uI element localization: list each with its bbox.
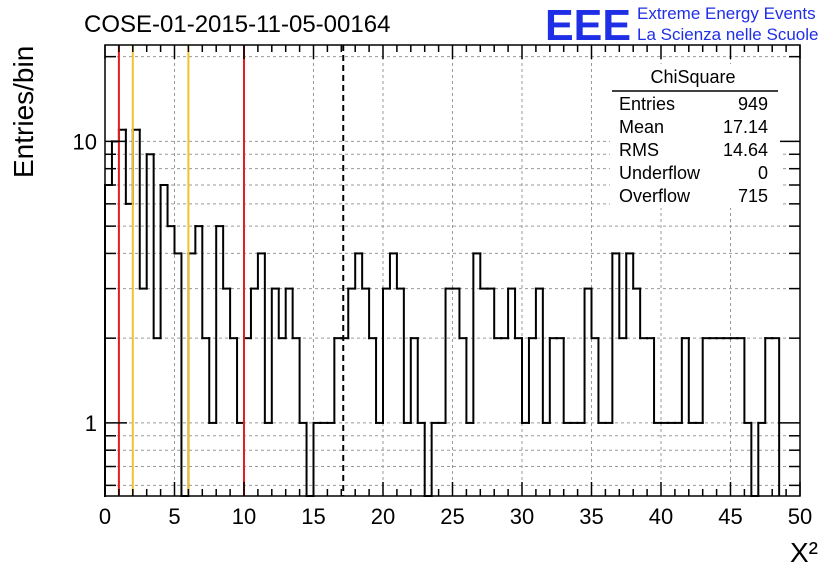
- stats-row-label: Mean: [619, 117, 664, 137]
- stats-box: ChiSquare Entries 949 Mean 17.14 RMS 14.64 Und…: [610, 64, 780, 208]
- y-axis-title: Entries/bin: [8, 46, 39, 178]
- marker-lines-layer: [117, 45, 345, 496]
- stats-rows: Entries 949 Mean 17.14 RMS 14.64 Underflow 0 Ove…: [619, 94, 768, 206]
- y-tick-labels: 1 10: [73, 129, 97, 436]
- x-axis-title: X²: [790, 537, 818, 568]
- stats-row-value: 14.64: [723, 140, 768, 160]
- x-tick-label: 50: [788, 504, 812, 529]
- x-tick-label: 35: [579, 504, 603, 529]
- axis-ticks-layer: [104, 45, 801, 496]
- x-tick-label: 25: [440, 504, 464, 529]
- stats-title: ChiSquare: [650, 67, 735, 87]
- x-tick-labels: 0 5 10 15 20 25 30 35 40 45 50: [99, 504, 812, 529]
- x-tick-label: 30: [510, 504, 534, 529]
- logo-line-2: La Scienza nelle Scuole: [637, 25, 818, 44]
- eee-logo: EEE: [545, 1, 631, 50]
- stats-row-value: 715: [738, 186, 768, 206]
- y-tick-label: 1: [85, 411, 97, 436]
- x-tick-label: 10: [232, 504, 256, 529]
- stats-row-label: Underflow: [619, 163, 701, 183]
- logo-line-1: Extreme Energy Events: [637, 4, 816, 23]
- x-tick-label: 40: [649, 504, 673, 529]
- stats-row-value: 949: [738, 94, 768, 114]
- chart-title: COSE-01-2015-11-05-00164: [84, 11, 390, 38]
- stats-row-label: Entries: [619, 94, 675, 114]
- stats-row-value: 17.14: [723, 117, 768, 137]
- grid-layer: [105, 45, 800, 496]
- x-tick-label: 0: [99, 504, 111, 529]
- x-tick-label: 15: [301, 504, 325, 529]
- stats-row-label: Overflow: [619, 186, 691, 206]
- stats-row-value: 0: [758, 163, 768, 183]
- stats-row-label: RMS: [619, 140, 659, 160]
- x-tick-label: 5: [168, 504, 180, 529]
- x-tick-label: 20: [371, 504, 395, 529]
- y-tick-label: 10: [73, 129, 97, 154]
- x-tick-label: 45: [718, 504, 742, 529]
